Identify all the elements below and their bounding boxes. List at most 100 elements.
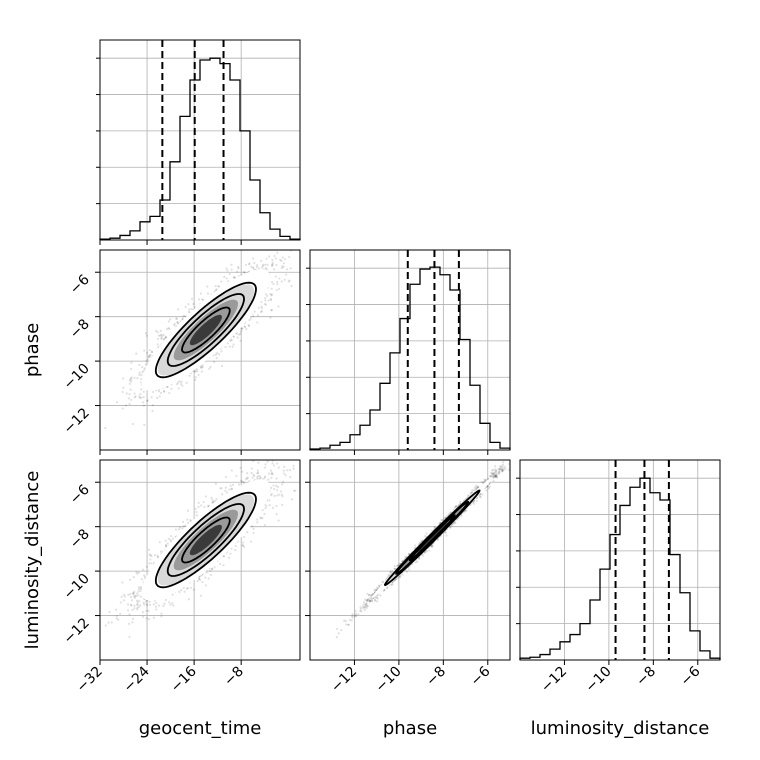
scatter-point — [228, 272, 231, 276]
scatter-point — [275, 456, 277, 458]
scatter-point — [138, 585, 141, 589]
scatter-point — [264, 263, 267, 266]
scatter-point — [214, 482, 218, 485]
scatter-point — [206, 504, 210, 507]
scatter-point — [128, 613, 131, 616]
scatter-point — [257, 461, 260, 464]
scatter-point — [136, 601, 139, 604]
scatter-point — [177, 528, 180, 531]
scatter-point — [208, 367, 211, 370]
scatter-point — [241, 327, 244, 330]
scatter-point — [126, 609, 130, 612]
scatter-point — [130, 361, 133, 364]
scatter-point — [115, 614, 118, 618]
scatter-point — [200, 370, 204, 373]
scatter-point — [270, 294, 273, 297]
scatter-point — [148, 349, 151, 352]
scatter-point — [286, 268, 289, 271]
scatter-point — [149, 603, 152, 606]
scatter-point — [280, 266, 283, 270]
scatter-point — [142, 404, 145, 407]
scatter-point — [271, 506, 275, 509]
scatter-point — [148, 562, 151, 565]
scatter-point — [211, 568, 214, 571]
scatter-point — [145, 609, 148, 612]
scatter-point — [128, 578, 132, 581]
scatter-point — [273, 254, 276, 258]
scatter-point — [250, 265, 253, 268]
scatter-point — [272, 282, 275, 286]
scatter-point — [199, 504, 203, 507]
scatter-point — [145, 334, 148, 337]
scatter-point — [237, 265, 240, 269]
scatter-point — [171, 593, 174, 596]
scatter-point — [142, 568, 145, 571]
scatter-point — [184, 524, 187, 527]
scatter-point — [157, 390, 161, 393]
scatter-point — [122, 377, 125, 380]
scatter-point — [95, 388, 97, 390]
scatter-point — [303, 437, 305, 439]
scatter-point — [253, 261, 256, 265]
scatter-point — [206, 292, 210, 295]
scatter-point — [265, 257, 268, 260]
scatter-point — [215, 498, 218, 501]
scatter-point — [204, 584, 208, 587]
scatter-point — [267, 255, 271, 258]
scatter-point — [143, 367, 146, 370]
scatter-point — [275, 504, 278, 508]
scatter-point — [230, 339, 233, 342]
scatter-point — [289, 453, 291, 455]
scatter-point — [143, 423, 146, 426]
scatter-point — [275, 513, 278, 516]
scatter-point — [128, 392, 131, 396]
scatter-point — [173, 324, 176, 327]
scatter-point — [271, 263, 274, 266]
scatter-point — [195, 368, 199, 371]
scatter-point — [252, 527, 255, 530]
scatter-point — [147, 355, 150, 358]
scatter-point — [257, 267, 261, 270]
scatter-point — [287, 247, 289, 249]
scatter-point — [275, 232, 277, 234]
scatter-point — [239, 332, 242, 335]
scatter-point — [139, 393, 142, 396]
scatter-point — [239, 466, 242, 469]
scatter-point — [179, 382, 183, 386]
scatter-point — [244, 478, 248, 481]
scatter-point — [274, 247, 276, 249]
scatter-point — [119, 601, 122, 604]
scatter-point — [147, 618, 151, 621]
scatter-point — [133, 376, 136, 379]
scatter-point — [276, 283, 279, 286]
scatter-point — [146, 358, 149, 361]
scatter-point — [161, 335, 164, 338]
scatter-point — [168, 327, 171, 331]
scatter-point — [144, 332, 148, 335]
scatter-point — [142, 390, 145, 393]
scatter-point — [173, 322, 176, 326]
scatter-point — [137, 571, 140, 574]
scatter-point — [256, 469, 259, 472]
scatter-point — [97, 416, 99, 418]
scatter-point — [215, 356, 218, 360]
scatter-point — [190, 308, 193, 311]
scatter-point — [252, 267, 255, 270]
scatter-point — [158, 541, 161, 544]
scatter-point — [194, 376, 197, 379]
scatter-point — [122, 593, 126, 596]
scatter-point — [135, 352, 138, 355]
scatter-point — [156, 343, 159, 346]
scatter-point — [121, 407, 124, 410]
scatter-point — [263, 302, 266, 306]
y-tick-label-phase: −8 — [67, 316, 93, 342]
scatter-point — [263, 512, 266, 516]
scatter-point — [149, 558, 152, 561]
scatter-point — [181, 317, 184, 320]
scatter-point — [147, 356, 151, 359]
scatter-point — [293, 489, 296, 492]
scatter-point — [143, 603, 146, 606]
scatter-point — [201, 364, 204, 367]
scatter-point — [244, 263, 247, 266]
scatter-point — [259, 310, 263, 314]
